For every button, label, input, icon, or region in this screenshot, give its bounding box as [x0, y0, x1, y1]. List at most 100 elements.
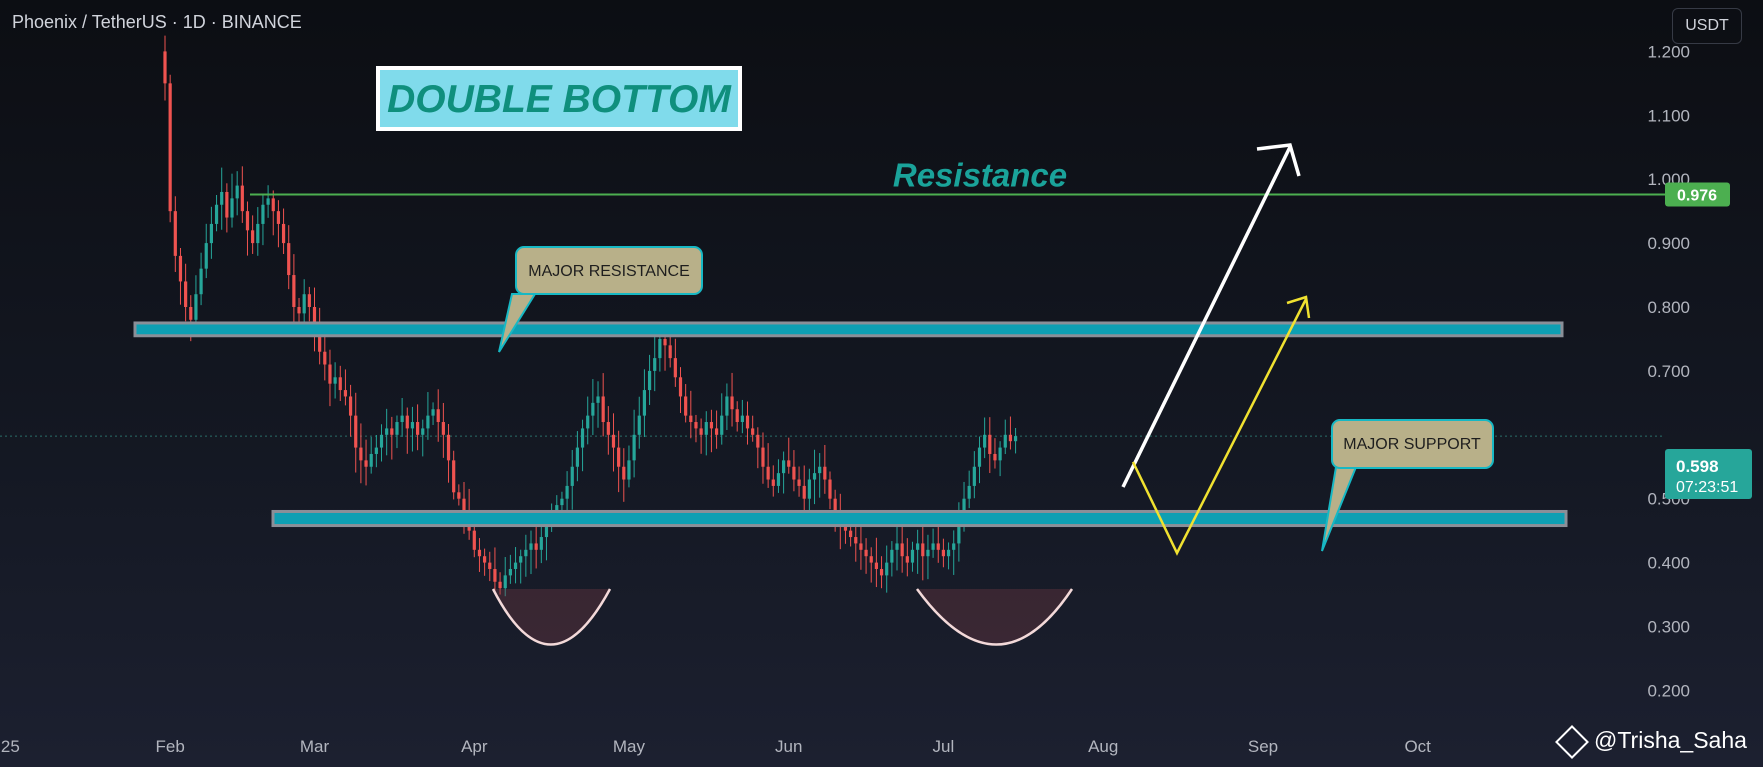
candle-body — [684, 396, 688, 416]
symbol-title[interactable]: Phoenix / TetherUS · 1D · BINANCE — [12, 12, 302, 32]
candle-body — [946, 549, 951, 557]
candle — [436, 389, 440, 442]
candle — [220, 167, 224, 230]
candle-body — [446, 434, 451, 461]
candle-body — [452, 460, 456, 493]
candle — [498, 572, 502, 595]
candle-body — [488, 562, 492, 569]
candle — [916, 529, 920, 574]
candle — [895, 521, 899, 571]
white-arrow-head — [1256, 143, 1301, 177]
candle-body — [194, 294, 198, 320]
candle — [297, 298, 301, 325]
candle-body — [874, 562, 878, 569]
candle-body — [627, 460, 631, 480]
candle-body — [807, 479, 811, 499]
candle — [431, 402, 435, 425]
candle — [348, 384, 353, 437]
candle-body — [415, 422, 420, 435]
candle-body — [647, 370, 652, 391]
candle — [508, 554, 512, 584]
candle-body — [864, 549, 868, 557]
candle — [751, 415, 755, 442]
white-projection-line — [1121, 146, 1292, 488]
candle-body — [689, 415, 693, 423]
candle-body — [457, 492, 461, 499]
candle — [596, 381, 600, 428]
candle-body — [653, 358, 657, 371]
candle-body — [369, 453, 373, 467]
candle-body — [792, 466, 796, 480]
candle — [807, 468, 811, 518]
candle — [745, 401, 750, 445]
candle — [513, 547, 518, 584]
candle — [204, 223, 208, 279]
candle-body — [586, 415, 590, 429]
candle-body — [348, 396, 353, 416]
candle — [323, 336, 327, 381]
candle — [580, 419, 585, 472]
candle — [673, 338, 677, 387]
candle — [653, 334, 657, 392]
candle — [782, 451, 786, 494]
candle — [864, 538, 868, 574]
candle — [998, 441, 1002, 477]
candle-body — [395, 422, 399, 435]
candle — [271, 190, 275, 236]
candle-body — [385, 428, 389, 435]
candle-body — [637, 415, 641, 435]
candle-body — [735, 409, 739, 423]
candle — [256, 207, 260, 256]
candle — [364, 439, 368, 486]
candle-body — [926, 549, 930, 557]
candle-body — [575, 447, 579, 467]
candle — [312, 287, 317, 352]
candle — [776, 459, 781, 493]
candle — [575, 431, 579, 482]
resistance-price-label: 0.976 — [1677, 188, 1717, 205]
candle — [184, 263, 188, 322]
candle-body — [410, 422, 415, 429]
candle-body — [668, 345, 672, 359]
resistance-price-tag — [1665, 182, 1730, 207]
candle — [632, 409, 636, 478]
candle — [421, 419, 425, 457]
candle — [694, 414, 698, 443]
candle-body — [854, 537, 858, 544]
candle — [869, 547, 873, 583]
y-tick-label: 0.700 — [1647, 362, 1690, 381]
x-tick-label: Apr — [461, 737, 488, 756]
candle-body — [580, 428, 585, 448]
candle-body — [276, 211, 281, 224]
candle — [771, 465, 775, 497]
candle — [637, 396, 641, 449]
candle — [395, 415, 399, 449]
candle-body — [998, 447, 1002, 461]
currency-button[interactable]: USDT — [1672, 8, 1742, 44]
candle — [452, 450, 456, 500]
candle — [952, 530, 956, 575]
candle-body — [287, 243, 291, 276]
candle-body — [596, 396, 600, 403]
candle-body — [178, 255, 183, 282]
candle-body — [843, 524, 848, 531]
candle-body — [318, 332, 322, 352]
candle — [740, 399, 744, 434]
candle-body — [405, 415, 409, 429]
candle-body — [508, 568, 512, 576]
candle-body — [421, 428, 425, 435]
candle-body — [539, 537, 543, 550]
candle — [168, 74, 172, 223]
candle — [699, 418, 703, 454]
candle-body — [642, 390, 647, 416]
candle — [333, 362, 337, 399]
candle — [993, 438, 997, 469]
candle-body — [544, 524, 549, 538]
candle-body — [818, 466, 822, 474]
candle-body — [565, 485, 569, 499]
candle-body — [617, 447, 621, 467]
y-tick-label: 0.400 — [1647, 554, 1690, 573]
bottom-1-curve — [491, 588, 612, 646]
